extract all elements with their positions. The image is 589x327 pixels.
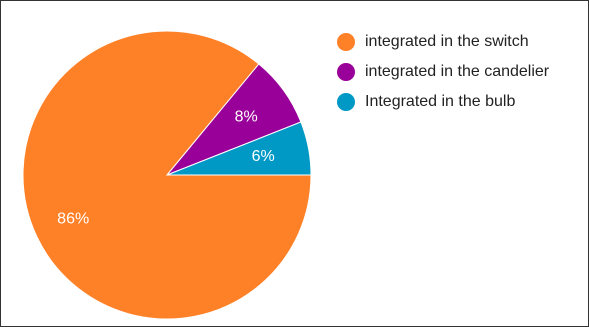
legend: integrated in the switch integrated in t… [337,29,549,119]
pie-label-switch: 86% [57,210,89,227]
pie-label-candelier: 8% [235,109,258,126]
legend-label-bulb: Integrated in the bulb [365,93,516,110]
legend-item-switch: integrated in the switch [337,29,549,55]
legend-label-candelier: integrated in the candelier [365,63,550,80]
pie-slice-bulb [166,121,312,176]
legend-item-candelier: integrated in the candelier [337,59,549,85]
legend-label-switch: integrated in the switch [365,33,529,50]
legend-swatch-candelier [337,63,355,81]
legend-swatch-bulb [337,93,355,111]
pie-slice-switch [22,30,312,320]
legend-item-bulb: Integrated in the bulb [337,89,549,115]
pie-label-bulb: 6% [252,148,275,165]
legend-swatch-switch [337,33,355,51]
